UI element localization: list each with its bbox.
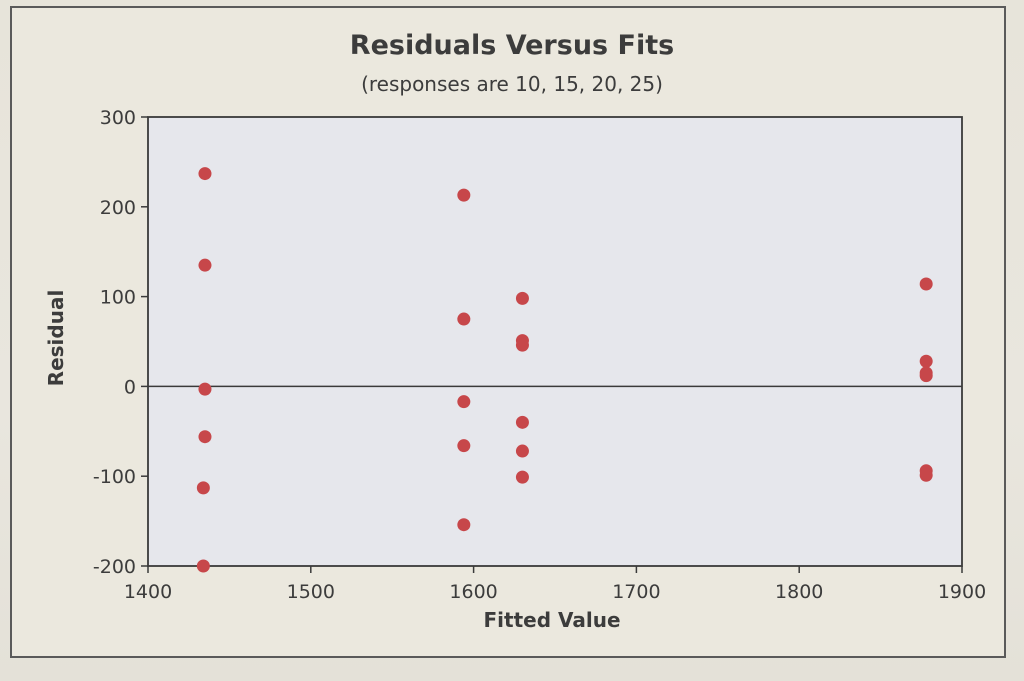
data-point [919,277,933,291]
data-points [196,167,933,573]
y-axis: -200 -100 0 100 200 300 [93,107,148,578]
data-point [457,188,471,202]
data-point [198,258,212,272]
data-point [198,382,212,396]
y-tick-label: 0 [124,376,136,398]
y-tick-label: -200 [93,556,136,578]
x-tick-label: 1800 [775,581,823,603]
x-tick-label: 1900 [938,581,986,603]
data-point [919,468,933,482]
y-tick-label: 200 [100,197,136,219]
chart-title: Residuals Versus Fits [349,30,675,61]
x-axis-title: Fitted Value [483,608,621,632]
data-point [457,395,471,409]
data-point [457,518,471,532]
data-point [457,312,471,326]
y-tick-label: 100 [100,287,136,309]
data-point [515,415,529,429]
data-point [196,481,210,495]
y-tick-label: -100 [93,466,136,488]
data-point [515,291,529,305]
y-tick-label: 300 [100,107,136,129]
data-point [198,167,212,181]
x-tick-label: 1500 [287,581,335,603]
data-point [196,559,210,573]
data-point [198,430,212,444]
x-tick-label: 1600 [449,581,497,603]
x-tick-label: 1400 [124,581,172,603]
plot-area [147,116,963,567]
data-point [457,439,471,453]
data-point [515,470,529,484]
x-axis: 1400 1500 1600 1700 1800 1900 [124,566,986,603]
data-point [919,354,933,368]
chart-subtitle: (responses are 10, 15, 20, 25) [361,72,663,96]
data-point [919,369,933,383]
x-tick-label: 1700 [612,581,660,603]
data-point [515,338,529,352]
data-point [515,444,529,458]
